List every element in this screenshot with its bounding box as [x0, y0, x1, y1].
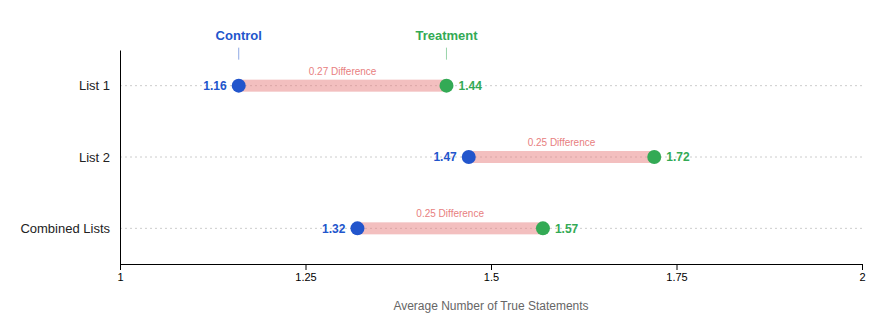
y-tick-label: Combined Lists	[20, 221, 110, 236]
x-tick: 1	[117, 264, 123, 283]
x-tick-label: 1.5	[484, 271, 499, 283]
x-tick-label: 1.25	[295, 271, 316, 283]
difference-bars	[239, 80, 655, 235]
dot	[647, 150, 661, 164]
x-tick: 1.25	[295, 264, 316, 283]
y-tick-label: List 1	[79, 78, 110, 93]
difference-bar	[469, 151, 655, 163]
y-axis-line	[120, 51, 121, 265]
grid	[120, 86, 862, 229]
y-tick-label: List 2	[79, 150, 110, 165]
difference-label: 0.25 Difference	[416, 208, 484, 219]
x-tick: 1.5	[484, 264, 499, 283]
y-tick: Combined Lists	[20, 221, 120, 236]
x-tick-label: 2	[859, 271, 865, 283]
dot	[350, 221, 364, 235]
dot	[232, 79, 246, 93]
data-label: 1.72	[666, 150, 690, 164]
x-tick-mark	[120, 264, 121, 270]
x-tick: 2	[859, 264, 865, 283]
dot	[439, 79, 453, 93]
difference-label: 0.27 Difference	[309, 66, 377, 77]
x-axis: 1 1.25 1.5 1.75 2	[117, 264, 865, 283]
y-axis: List 1 List 2 Combined Lists	[20, 51, 120, 265]
chart-svg: 1 1.25 1.5 1.75 2 List 1 List 2 Combined Lists 1…	[0, 0, 892, 322]
difference-label: 0.25 Difference	[528, 137, 596, 148]
series-header: Treatment	[415, 28, 478, 43]
x-tick-mark	[862, 264, 863, 270]
data-label: 1.47	[433, 150, 457, 164]
x-tick-label: 1	[117, 271, 123, 283]
difference-bar	[239, 80, 447, 92]
dot	[536, 221, 550, 235]
header-guide	[238, 48, 239, 60]
x-tick-label: 1.75	[666, 271, 687, 283]
x-tick: 1.75	[666, 264, 687, 283]
x-axis-line	[121, 265, 863, 271]
x-tick-mark	[491, 264, 492, 270]
plot: 1 1.25 1.5 1.75 2 List 1 List 2 Combined Lists 1…	[20, 28, 865, 283]
x-axis-label: Average Number of True Statements	[393, 299, 588, 313]
x-tick-mark	[306, 264, 307, 270]
x-tick-mark	[677, 264, 678, 270]
y-tick: List 2	[79, 150, 120, 165]
header-guide	[446, 48, 447, 60]
dot	[462, 150, 476, 164]
data-label: 1.57	[555, 222, 579, 236]
data-label: 1.44	[458, 79, 482, 93]
difference-bar	[357, 222, 543, 234]
series-header: Control	[216, 28, 262, 43]
y-tick: List 1	[79, 78, 120, 93]
data-label: 1.16	[203, 79, 227, 93]
data-label: 1.32	[322, 222, 346, 236]
marks	[232, 79, 662, 236]
chart-container: 1 1.25 1.5 1.75 2 List 1 List 2 Combined Lists 1…	[0, 0, 892, 322]
labels: 1.16 1.47 1.32 1.44 1.72 1.57 0.27 Difference 0…	[203, 28, 690, 236]
grid-line	[120, 85, 862, 86]
